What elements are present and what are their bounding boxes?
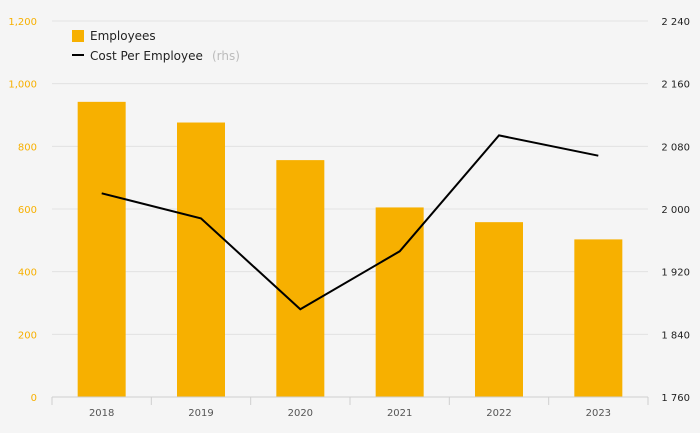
bar-employees <box>375 207 424 397</box>
bar-employees <box>276 160 325 397</box>
legend-label-cost: Cost Per Employee (rhs) <box>90 45 240 64</box>
y-left-tick-label: 600 <box>18 205 37 216</box>
y-left-tick-label: 800 <box>18 142 37 153</box>
y-right-tick-label: 1 920 <box>661 268 690 279</box>
y-right-tick-label: 2 080 <box>661 142 690 153</box>
y-left-tick-label: 200 <box>18 330 37 341</box>
bar-employees <box>574 239 623 397</box>
y-left-tick-label: 400 <box>18 268 37 279</box>
x-tick-label: 2022 <box>486 408 511 419</box>
employee-bars <box>77 101 623 398</box>
y-left-tick-label: 1,000 <box>8 80 37 91</box>
x-tick-label: 2018 <box>89 408 114 419</box>
y-axis-left: 0 200 400 600 800 1,000 1,200 <box>8 17 37 404</box>
x-tick-label: 2019 <box>188 408 213 419</box>
x-tick-label: 2020 <box>288 408 313 419</box>
bar-employees <box>177 122 225 398</box>
y-left-tick-label: 1,200 <box>8 17 37 28</box>
line-cost-per-employee <box>101 134 599 311</box>
x-tick-label: 2021 <box>387 408 412 419</box>
y-right-tick-label: 1 760 <box>661 393 690 404</box>
y-right-tick-label: 2 160 <box>661 80 690 91</box>
legend-label-cost-name: Cost Per Employee <box>90 49 203 63</box>
cost-line-series <box>101 134 599 311</box>
x-tick-label: 2023 <box>586 408 611 419</box>
legend-swatch-employees <box>72 30 84 42</box>
gridlines <box>52 20 648 335</box>
bar-employees <box>77 101 126 397</box>
legend-label-cost-note: (rhs) <box>212 49 240 63</box>
y-right-tick-label: 2 240 <box>661 17 690 28</box>
legend: Employees Cost Per Employee (rhs) <box>72 29 240 64</box>
y-left-tick-label: 0 <box>31 393 37 404</box>
y-axis-right: 1 760 1 840 1 920 2 000 2 080 2 160 2 240 <box>661 17 690 404</box>
bar-employees <box>475 222 523 397</box>
y-right-tick-label: 1 840 <box>661 330 690 341</box>
y-right-tick-label: 2 000 <box>661 205 690 216</box>
legend-label-employees: Employees <box>90 29 156 43</box>
x-axis: 2018 2019 2020 2021 2022 2023 <box>51 396 649 419</box>
